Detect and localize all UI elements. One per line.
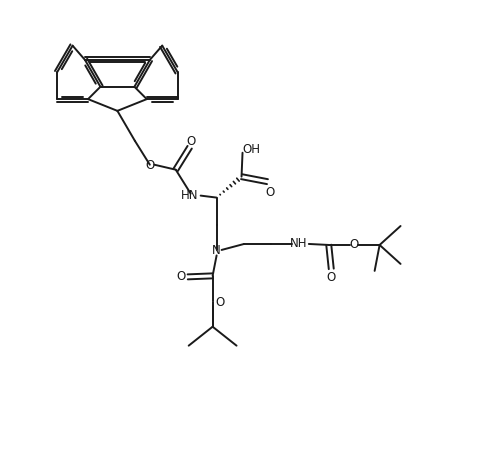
Text: N: N <box>212 244 221 257</box>
Text: O: O <box>215 296 224 309</box>
Text: O: O <box>186 135 196 148</box>
Text: NH: NH <box>290 237 307 250</box>
Text: O: O <box>349 238 358 250</box>
Text: OH: OH <box>242 143 261 156</box>
Text: O: O <box>327 270 336 283</box>
Text: O: O <box>176 270 185 283</box>
Text: O: O <box>265 186 275 199</box>
Text: HN: HN <box>181 189 199 202</box>
Text: O: O <box>145 159 154 172</box>
